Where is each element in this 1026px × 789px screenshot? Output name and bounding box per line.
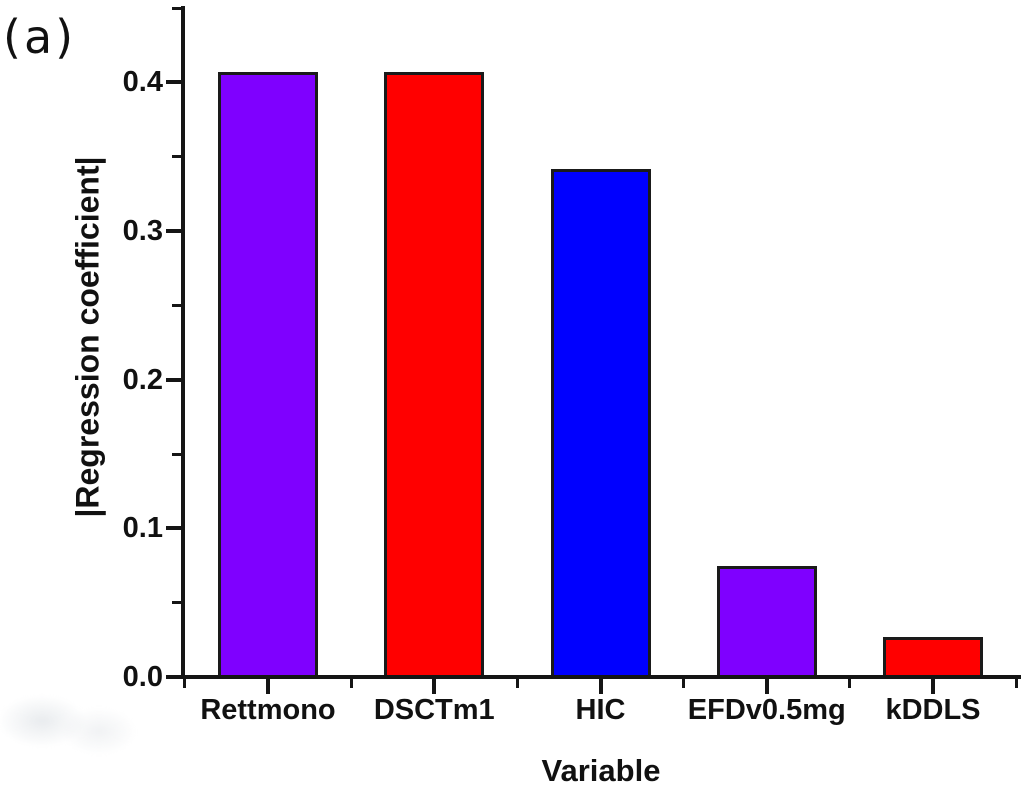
y-major-tick xyxy=(166,377,181,382)
x-tick-label: HIC xyxy=(575,694,626,726)
y-minor-tick xyxy=(172,6,181,10)
x-minor-tick xyxy=(848,679,852,688)
x-major-tick xyxy=(931,679,935,694)
y-minor-tick xyxy=(172,303,181,307)
y-major-tick xyxy=(166,526,181,531)
x-tick-label: DSCTm1 xyxy=(373,694,495,726)
watermark-artifact xyxy=(0,686,150,764)
y-minor-tick xyxy=(172,601,181,605)
bar-hic xyxy=(550,168,651,679)
bar-rettmono xyxy=(218,71,318,679)
y-minor-tick xyxy=(172,155,181,159)
y-axis-title: |Regression coefficient| xyxy=(69,156,106,518)
bar-dsctm1 xyxy=(384,71,485,679)
y-tick-label: 0.0 xyxy=(122,661,163,693)
bar-kddls xyxy=(883,636,983,679)
x-tick-label: kDDLS xyxy=(885,694,981,726)
x-minor-tick xyxy=(682,679,686,688)
x-tick-label: Rettmono xyxy=(200,694,336,726)
x-minor-tick xyxy=(1014,679,1018,688)
y-minor-tick xyxy=(172,452,181,456)
y-tick-label: 0.3 xyxy=(122,215,163,247)
x-minor-tick xyxy=(515,679,519,688)
y-tick-label: 0.2 xyxy=(122,363,163,396)
x-tick-label: EFDv0.5mg xyxy=(687,694,846,726)
y-axis-line xyxy=(181,6,185,679)
x-minor-tick xyxy=(349,679,353,688)
bar-efdv0-5mg xyxy=(716,565,817,679)
y-tick-label: 0.1 xyxy=(122,512,163,545)
y-major-tick xyxy=(166,675,181,679)
panel-label: (a) xyxy=(3,10,77,64)
x-major-tick xyxy=(432,679,437,694)
y-major-tick xyxy=(166,80,181,85)
x-major-tick xyxy=(764,679,769,694)
x-axis-title: Variable xyxy=(541,753,661,788)
x-axis-line xyxy=(181,675,1021,679)
x-major-tick xyxy=(598,679,603,694)
x-major-tick xyxy=(266,679,270,694)
y-tick-label: 0.4 xyxy=(122,66,163,99)
x-minor-tick xyxy=(183,679,187,688)
y-major-tick xyxy=(166,229,181,233)
